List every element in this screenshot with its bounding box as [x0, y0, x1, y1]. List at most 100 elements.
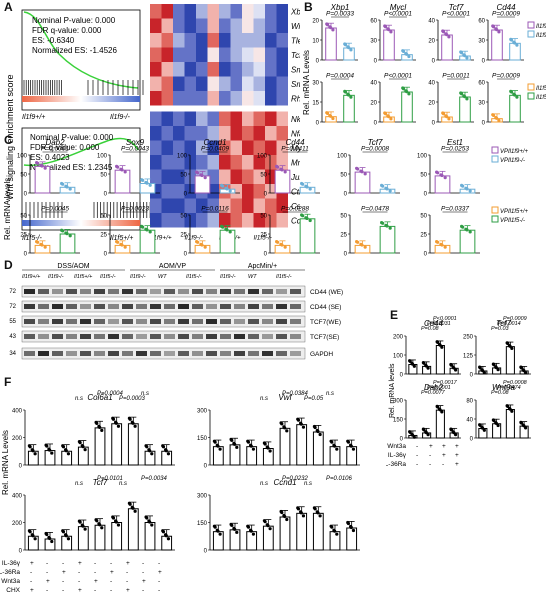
- blot-band: [192, 304, 203, 309]
- bar: [299, 218, 316, 254]
- heatmap-cell: [161, 155, 173, 170]
- data-point: [230, 523, 234, 527]
- y-tick-label: 60: [370, 19, 377, 25]
- data-point: [40, 164, 44, 168]
- heatmap-cell: [173, 62, 185, 77]
- data-point: [164, 534, 168, 538]
- heatmap-cell: [265, 91, 277, 106]
- panel-b-bottom-plot: 0 20 40 P=0.0011: [428, 73, 474, 127]
- data-point: [440, 243, 444, 247]
- heatmap-cell: [253, 91, 265, 106]
- data-point: [465, 187, 469, 191]
- blot-band-label: CD44 (SE): [310, 304, 341, 311]
- heatmap-cell: [207, 184, 219, 199]
- blot-lane-label: Il1f9-/-: [220, 274, 236, 280]
- heatmap-gene-label: Nfatc4: [291, 130, 300, 139]
- p-value: P=0.0011: [442, 73, 470, 80]
- condition-sign: -: [94, 569, 96, 576]
- heatmap-cell: [219, 4, 231, 19]
- blot-band: [164, 304, 175, 309]
- blot-strip: [21, 285, 306, 298]
- p-value: P=0.0337: [441, 206, 469, 213]
- condition-sign: +: [94, 578, 98, 585]
- data-point: [83, 448, 87, 452]
- heatmap-gene-label: Ctbp2: [291, 188, 300, 197]
- p-value: n.s: [75, 396, 83, 402]
- y-tick-label: 200: [12, 521, 23, 527]
- heatmap-cell: [230, 213, 242, 228]
- p-value: P=0.0116: [201, 206, 229, 213]
- heatmap-gene-label: Mycl: [291, 144, 300, 153]
- heatmap-cell: [219, 91, 231, 106]
- data-point: [329, 26, 333, 30]
- bar: [509, 42, 521, 61]
- heatmap-cell: [150, 213, 162, 228]
- bar: [279, 427, 291, 466]
- heatmap-cell: [207, 213, 219, 228]
- condition-sign: +: [429, 443, 433, 450]
- p-value: P<0.0001: [384, 73, 412, 80]
- y-tick-label: 25: [260, 233, 267, 239]
- heatmap-cell: [184, 33, 196, 48]
- data-point: [114, 421, 118, 425]
- p-value: P=0.03: [491, 326, 510, 332]
- data-point: [33, 452, 37, 456]
- heatmap-cell: [230, 169, 242, 184]
- heatmap-cell: [150, 184, 162, 199]
- blot-band: [206, 289, 217, 294]
- data-point: [401, 87, 406, 91]
- data-point: [233, 442, 237, 446]
- data-point: [31, 449, 35, 453]
- data-point: [128, 417, 132, 421]
- data-point: [468, 230, 472, 234]
- y-tick-label: 0: [264, 192, 268, 198]
- heatmap-gene-label: Tcf7: [291, 51, 300, 60]
- condition-sign: -: [46, 587, 48, 594]
- data-point: [301, 214, 305, 218]
- gsea-bottom-line-2: FDR q-value: 0.000: [30, 143, 100, 152]
- blot-band: [178, 304, 189, 309]
- heatmap-cell: [207, 33, 219, 48]
- panel-c-bottom-plot: 0 25 50 P=0.0337: [420, 206, 480, 258]
- y-tick-label: 50: [340, 214, 347, 220]
- legend-entry: VPIl1f5+/+: [500, 209, 529, 215]
- data-point: [114, 520, 118, 524]
- data-point: [299, 422, 303, 426]
- data-point: [513, 93, 517, 97]
- data-point: [61, 445, 66, 449]
- heatmap-cell: [276, 33, 288, 48]
- data-point: [492, 419, 496, 423]
- data-point: [329, 114, 333, 118]
- data-point: [31, 534, 35, 538]
- plot-title: Vwf: [278, 393, 292, 402]
- data-point: [249, 444, 253, 448]
- legend-entry: Il1f9-/-: [536, 33, 546, 39]
- data-point: [263, 520, 267, 524]
- heatmap-cell: [276, 140, 288, 155]
- heatmap-cell: [161, 62, 173, 77]
- data-point: [497, 118, 501, 123]
- blot-band: [66, 304, 77, 309]
- condition-sign: -: [30, 569, 32, 576]
- data-point: [100, 428, 104, 432]
- plot-title: Dab2: [424, 383, 444, 392]
- heatmap-cell: [150, 155, 162, 170]
- bar: [441, 34, 453, 61]
- data-point: [280, 168, 284, 172]
- blot-lane-label: WT: [158, 274, 167, 280]
- y-tick-label: 100: [417, 154, 428, 160]
- heatmap-cell: [173, 140, 185, 155]
- bar: [354, 171, 371, 194]
- data-point: [381, 184, 385, 188]
- heatmap-cell: [242, 62, 254, 77]
- data-point: [325, 23, 330, 27]
- heatmap-gene-label: Cd44: [291, 217, 300, 226]
- heatmap-cell: [207, 62, 219, 77]
- p-value: P=0.0288: [281, 206, 309, 213]
- data-point: [145, 228, 149, 232]
- bar: [379, 225, 396, 254]
- blot-band: [206, 351, 217, 356]
- panel-c-bottom-plot: 0 25 50 P=0.0045: [20, 206, 80, 258]
- data-point: [506, 404, 510, 408]
- heatmap-cell: [219, 111, 231, 126]
